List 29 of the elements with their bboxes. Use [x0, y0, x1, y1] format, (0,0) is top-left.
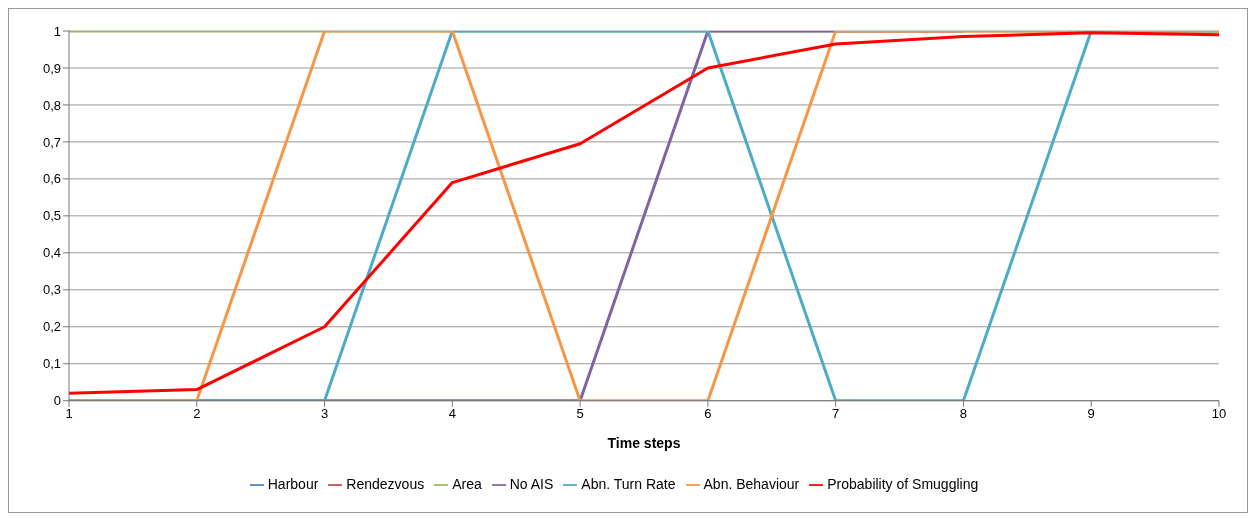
x-tick-label: 10 [1211, 405, 1227, 421]
x-tick-label: 7 [832, 405, 840, 421]
y-tick-label: 0 [53, 393, 61, 409]
legend-label: Abn. Turn Rate [581, 475, 676, 492]
y-tick-label: 0,3 [42, 282, 61, 298]
x-tick-label: 9 [1087, 405, 1095, 421]
x-tick-label: 1 [65, 405, 73, 421]
x-tick-label: 4 [448, 405, 456, 421]
legend-label: Probability of Smuggling [827, 475, 979, 492]
y-tick-label: 0,9 [42, 60, 61, 76]
legend-label: Rendezvous [346, 475, 425, 492]
legend-label: Abn. Behaviour [703, 475, 800, 492]
legend-label: Harbour [267, 475, 319, 492]
x-axis-title: Time steps [607, 434, 681, 451]
y-tick-label: 1 [53, 23, 61, 39]
y-tick-label: 0,6 [42, 171, 61, 187]
y-tick-label: 0,8 [42, 97, 61, 113]
y-tick-label: 0,7 [42, 134, 61, 150]
x-tick-label: 5 [576, 405, 584, 421]
x-tick-label: 8 [959, 405, 968, 421]
x-tick-label: 3 [320, 405, 329, 421]
y-tick-label: 0,5 [42, 208, 61, 224]
y-tick-label: 0,1 [42, 356, 61, 372]
x-tick-label: 6 [704, 405, 712, 421]
x-tick-label: 2 [193, 405, 201, 421]
legend-label: No AIS [509, 475, 554, 492]
legend-label: Area [452, 475, 482, 492]
y-tick-label: 0,4 [42, 245, 61, 261]
y-tick-label: 0,2 [42, 319, 61, 335]
